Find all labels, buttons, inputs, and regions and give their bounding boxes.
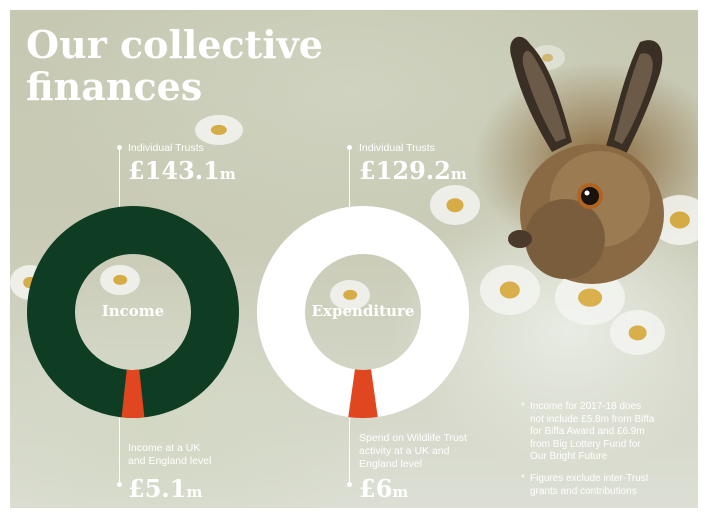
income-top-value: £143.1m [128, 158, 236, 187]
expenditure-top-unit: m [450, 165, 467, 183]
daisy-decoration [480, 265, 540, 315]
footnote-line: Our Bright Future [530, 451, 608, 462]
footnote-line: from Big Lottery Fund for [530, 438, 641, 450]
expenditure-center-label: Expenditure [311, 302, 415, 320]
footnote: * Figures exclude inter-Trust grants and… [521, 473, 695, 498]
footnote-line: for Biffa Award and £6.9m [530, 426, 645, 437]
hare-image [508, 36, 664, 284]
callout-line [119, 418, 120, 483]
expenditure-bottom-label: Spend on Wildlife Trust activity at a UK… [359, 432, 467, 471]
income-top-unit: m [219, 165, 236, 183]
income-bottom-label-line: Income at a UK [128, 442, 201, 454]
daisy-decoration [430, 185, 480, 225]
expenditure-donut [257, 206, 469, 418]
callout-dot [117, 482, 122, 487]
footnote-bullet: * [521, 401, 525, 412]
footnote-line: grants and contributions [530, 485, 637, 497]
footnote-bullet: * [521, 473, 525, 484]
callout-dot [347, 482, 352, 487]
callout-line [349, 418, 350, 483]
expenditure-accent-segment [348, 369, 378, 418]
daisy-decoration [610, 310, 665, 355]
expenditure-bottom-value: £6m [359, 476, 408, 505]
callout-line [119, 146, 120, 210]
expenditure-bottom-label-line: Spend on Wildlife Trust [359, 432, 467, 444]
income-bottom-label-line: and England level [128, 455, 212, 467]
daisy-decoration [195, 115, 243, 145]
expenditure-top-label: Individual Trusts [359, 142, 435, 154]
page-title: Our collective finances [26, 22, 323, 109]
daisy-decoration [330, 280, 370, 310]
expenditure-bottom-label-line: activity at a UK and [359, 445, 450, 457]
income-accent-segment [121, 369, 145, 418]
income-bottom-value: £5.1m [128, 476, 202, 505]
callout-line [349, 146, 350, 210]
footnote-line: Income for 2017-18 does [530, 401, 642, 412]
income-center-label: Income [101, 302, 165, 320]
income-bottom-label: Income at a UK and England level [128, 442, 211, 468]
expenditure-bottom-label-line: England level [359, 458, 423, 470]
expenditure-top-amount: £129.2 [359, 156, 451, 185]
income-top-amount: £143.1 [128, 156, 220, 185]
daisy-decoration [100, 265, 140, 295]
income-top-label: Individual Trusts [128, 142, 204, 154]
income-donut [27, 206, 239, 418]
income-bottom-amount: £5.1 [128, 474, 187, 503]
footnote-line: Figures exclude inter-Trust [530, 473, 649, 484]
income-bottom-unit: m [186, 483, 203, 501]
expenditure-bottom-amount: £6 [359, 474, 393, 503]
expenditure-bottom-unit: m [392, 483, 409, 501]
infographic-panel: Our collective finances Individual Trust… [10, 10, 698, 508]
expenditure-top-value: £129.2m [359, 158, 467, 187]
footnote-line: not include £5.8m from Biffa [530, 413, 655, 425]
footnote: * Income for 2017-18 does not include £5… [521, 401, 695, 464]
